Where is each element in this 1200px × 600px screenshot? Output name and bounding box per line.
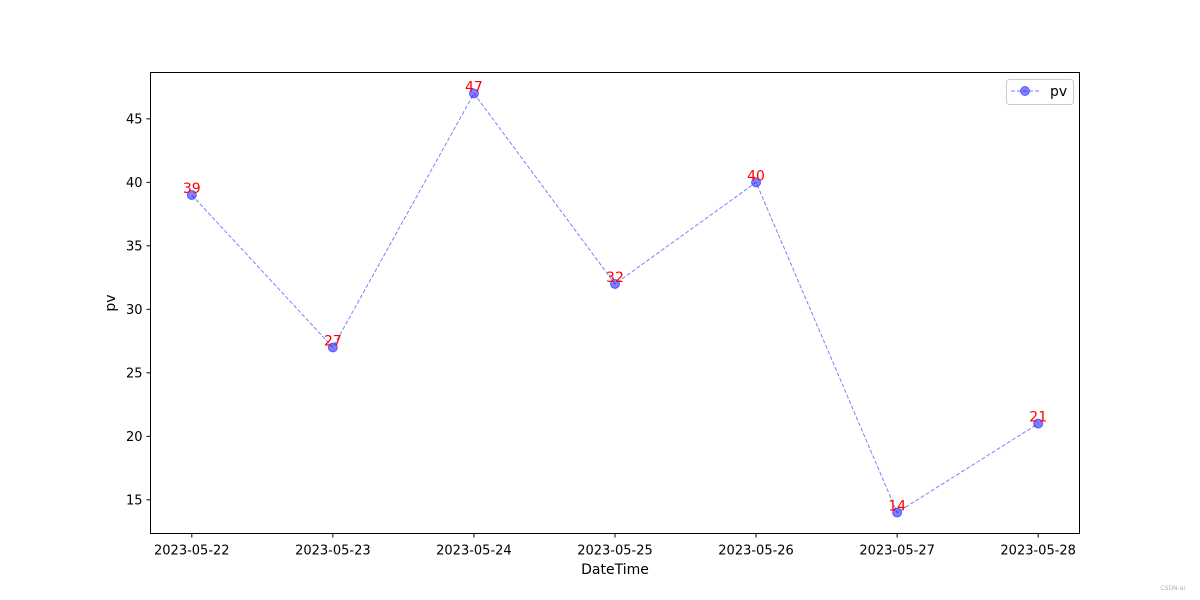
data-point <box>610 278 620 289</box>
data-point <box>892 507 903 518</box>
data-label: 21 <box>1029 410 1047 426</box>
y-tick-label: 20 <box>126 430 143 445</box>
watermark: CSDN-ai <box>1160 585 1185 592</box>
plot-area <box>150 72 1080 534</box>
x-axis-label: DateTime <box>581 562 649 578</box>
data-labels: 39 27 47 32 40 14 21 <box>183 79 1047 514</box>
data-label: 40 <box>747 168 765 184</box>
legend-entry-pv: pv <box>1050 84 1067 100</box>
x-tick-label: 2023-05-28 <box>1000 544 1076 559</box>
x-tick-label: 2023-05-25 <box>577 544 653 559</box>
legend-marker-sample <box>1020 86 1030 96</box>
data-point <box>1033 418 1044 429</box>
data-label: 39 <box>183 181 201 197</box>
legend-box <box>1006 79 1074 105</box>
y-tick-label: 25 <box>126 366 143 381</box>
data-label: 47 <box>465 79 483 95</box>
data-label: 14 <box>888 499 906 515</box>
y-tick-label: 45 <box>126 112 143 127</box>
data-label: 27 <box>324 333 342 349</box>
x-tick-label: 2023-05-26 <box>718 544 794 559</box>
x-tick-label: 2023-05-23 <box>295 544 371 559</box>
y-axis-label: pv <box>103 294 119 311</box>
y-tick-label: 40 <box>126 176 143 191</box>
y-axis-ticks: 15 20 25 30 35 40 45 <box>126 112 151 508</box>
x-axis-ticks: 2023-05-22 2023-05-23 2023-05-24 2023-05-25… <box>154 533 1076 559</box>
y-tick-label: 35 <box>126 239 143 254</box>
x-tick-label: 2023-05-22 <box>154 544 230 559</box>
y-tick-label: 15 <box>126 493 143 508</box>
data-point <box>327 342 338 353</box>
y-tick-label: 30 <box>126 303 143 318</box>
data-label: 32 <box>606 270 624 286</box>
series-pv <box>186 88 1044 518</box>
x-tick-label: 2023-05-27 <box>859 544 935 559</box>
data-point <box>751 177 762 188</box>
data-point <box>186 190 197 201</box>
legend: pv <box>1006 79 1074 105</box>
x-tick-label: 2023-05-24 <box>436 544 512 559</box>
data-point <box>468 88 479 99</box>
